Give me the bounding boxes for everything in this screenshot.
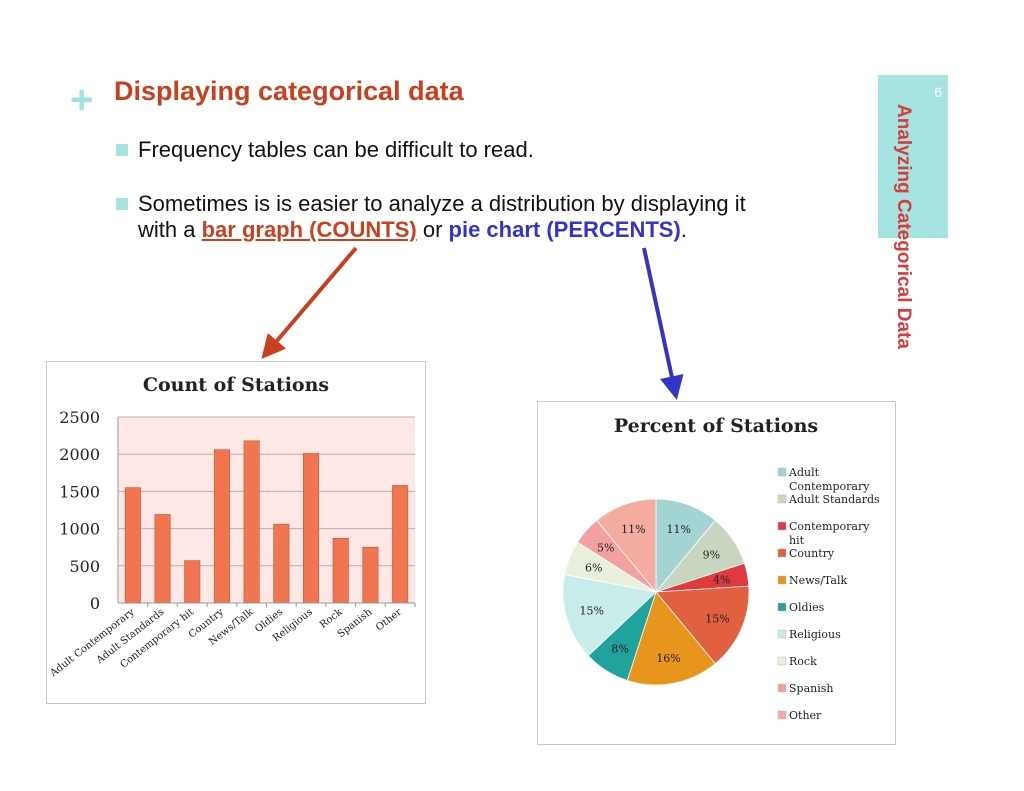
y-tick-label: 1000 [59,520,100,539]
bar [184,560,201,604]
pie-slice-label: 8% [611,643,628,656]
pie-slice-label: 16% [656,652,680,665]
y-tick-label: 2000 [59,445,100,464]
bar-chart-panel: Count of Stations 0 500 1000 1500 2000 2500 A… [46,361,426,704]
y-tick-label: 2500 [59,408,100,427]
legend-label: Religious [789,628,841,641]
pie-slice [562,574,657,657]
legend-swatch [777,602,787,612]
legend-label: Oldies [789,601,825,614]
or-text: or [416,217,449,242]
legend-label: News/Talk [789,574,847,587]
period-text: . [680,217,687,242]
bar [273,523,290,604]
legend-swatch [777,683,787,693]
legend-swatch [777,575,787,585]
y-tick-label: 1500 [59,482,100,501]
legend-swatch [777,710,787,720]
pie-arrow [642,247,684,400]
pie-slice [655,585,750,665]
pie-slice-label: 9% [703,548,720,561]
x-tick-label: Other [374,607,404,634]
bar [362,546,379,604]
pie-chart-link[interactable]: pie chart (PERCENTS) [448,217,681,242]
pie-slice [596,498,657,594]
legend-swatch [777,494,787,504]
bar [154,514,171,604]
bar [213,449,230,604]
legend-swatch [777,656,787,666]
pie-slice-label: 15% [579,605,603,618]
side-title: Analyzing Categorical Data [893,104,914,349]
bar [124,487,141,604]
pie-slice-label: 4% [713,573,730,586]
pie-slice [626,591,716,686]
with-text: with a [138,217,202,242]
y-tick-label: 500 [69,557,100,576]
legend-label: Contemporary hit [789,520,870,547]
pie-chart-title: Percent of Stations [614,415,818,437]
pie-slice-label: 6% [585,561,602,574]
pie-chart: Percent of Stations 11% 9% 4% 15% 16% 8% 15% 6%… [562,415,880,722]
bar [303,453,320,604]
bar-chart-title: Count of Stations [143,374,329,396]
bar-graph-link[interactable]: bar graph (COUNTS) [201,217,417,242]
legend-swatch [777,548,787,558]
legend-label: Adult Standards [788,493,880,506]
side-accent-box [878,75,948,238]
legend-swatch [777,521,787,531]
pie-chart-panel: Percent of Stations 11% 9% 4% 15% 16% 8% 15% 6%… [537,401,896,745]
legend-label: Other [789,709,822,722]
bullet-2-line1: Sometimes is is easier to analyze a dist… [138,191,746,216]
bullet-square-icon [116,198,128,210]
plus-icon: + [70,78,94,122]
pie-slice-label: 11% [621,523,645,536]
pie-slice-label: 15% [705,613,729,626]
bullet-1-text: Frequency tables can be difficult to rea… [138,137,534,162]
pie-slice-label: 5% [597,542,614,555]
bar [332,537,349,604]
bar-arrow [261,246,358,360]
page-number: 6 [934,84,942,100]
legend-label: Adult Contemporary [788,466,870,493]
y-tick-label: 0 [90,594,100,613]
legend-label: Rock [789,655,817,668]
legend-label: Country [789,547,835,560]
bar [243,440,260,604]
slide-title: Displaying categorical data [114,76,464,106]
bullet-square-icon [116,144,128,156]
legend-swatch [777,629,787,639]
pie-slice-label: 11% [666,523,690,536]
bar [392,485,409,604]
legend-swatch [777,467,787,477]
bullet-2-line2: with a bar graph (COUNTS) or pie chart (… [138,217,687,243]
legend-label: Spanish [789,682,833,695]
